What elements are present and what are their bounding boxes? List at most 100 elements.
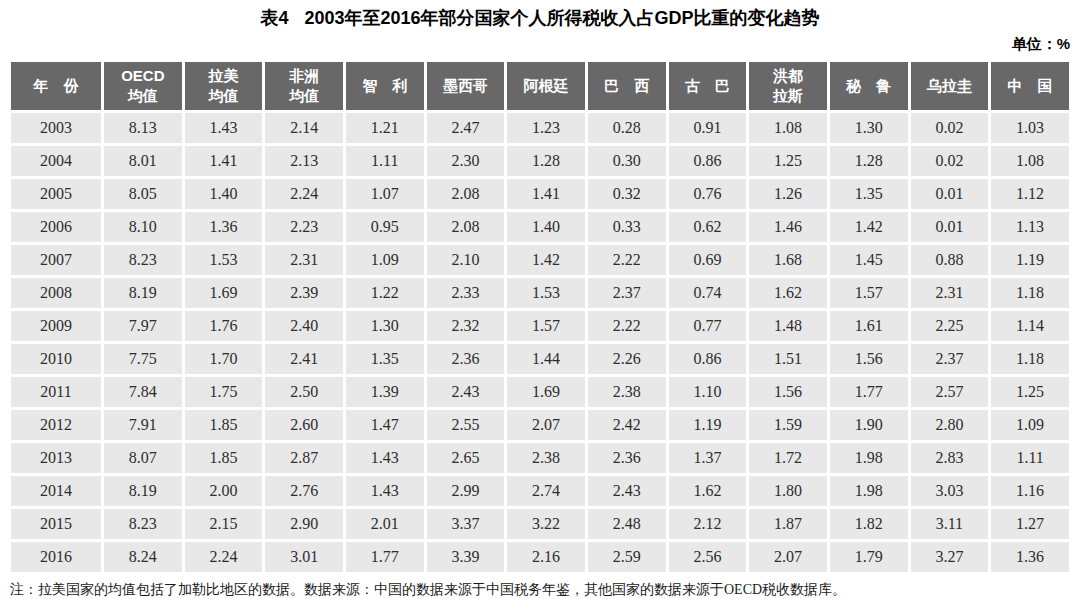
value-cell: 3.27 — [909, 541, 990, 574]
header-row: 年 份OECD 均值拉美 均值非洲 均值智 利墨西哥阿根廷巴 西古 巴洪都 拉斯… — [10, 61, 1071, 112]
value-cell: 2.08 — [425, 178, 506, 211]
page: 表42003年至2016年部分国家个人所得税收入占GDP比重的变化趋势 单位：%… — [0, 0, 1080, 599]
value-cell: 2.80 — [909, 409, 990, 442]
value-cell: 2.24 — [264, 178, 345, 211]
value-cell: 3.22 — [506, 508, 587, 541]
value-cell: 0.33 — [586, 211, 667, 244]
value-cell: 2.22 — [586, 310, 667, 343]
column-header: 阿根廷 — [506, 61, 587, 112]
value-cell: 1.08 — [748, 112, 829, 145]
year-cell: 2006 — [10, 211, 103, 244]
value-cell: 2.74 — [506, 475, 587, 508]
value-cell: 1.57 — [828, 277, 909, 310]
value-cell: 2.30 — [425, 145, 506, 178]
value-cell: 1.30 — [344, 310, 425, 343]
value-cell: 1.90 — [828, 409, 909, 442]
value-cell: 7.97 — [103, 310, 184, 343]
value-cell: 7.75 — [103, 343, 184, 376]
value-cell: 2.48 — [586, 508, 667, 541]
value-cell: 8.13 — [103, 112, 184, 145]
value-cell: 1.21 — [344, 112, 425, 145]
value-cell: 3.03 — [909, 475, 990, 508]
value-cell: 1.25 — [748, 145, 829, 178]
table-body: 20038.131.432.141.212.471.230.280.911.08… — [10, 112, 1071, 574]
table-row: 20168.242.243.011.773.392.162.592.562.07… — [10, 541, 1071, 574]
value-cell: 2.43 — [586, 475, 667, 508]
value-cell: 1.79 — [828, 541, 909, 574]
value-cell: 1.41 — [506, 178, 587, 211]
value-cell: 8.19 — [103, 475, 184, 508]
value-cell: 0.02 — [909, 112, 990, 145]
value-cell: 2.24 — [183, 541, 264, 574]
value-cell: 1.51 — [748, 343, 829, 376]
year-cell: 2011 — [10, 376, 103, 409]
value-cell: 1.47 — [344, 409, 425, 442]
value-cell: 2.59 — [586, 541, 667, 574]
year-cell: 2009 — [10, 310, 103, 343]
value-cell: 1.82 — [828, 508, 909, 541]
value-cell: 1.48 — [748, 310, 829, 343]
value-cell: 0.76 — [667, 178, 748, 211]
value-cell: 1.40 — [183, 178, 264, 211]
value-cell: 1.45 — [828, 244, 909, 277]
value-cell: 1.75 — [183, 376, 264, 409]
value-cell: 0.01 — [909, 211, 990, 244]
column-header: 秘 鲁 — [828, 61, 909, 112]
value-cell: 0.95 — [344, 211, 425, 244]
value-cell: 1.77 — [828, 376, 909, 409]
column-header: 墨西哥 — [425, 61, 506, 112]
value-cell: 1.28 — [828, 145, 909, 178]
value-cell: 8.24 — [103, 541, 184, 574]
table-row: 20158.232.152.902.013.373.222.482.121.87… — [10, 508, 1071, 541]
value-cell: 2.39 — [264, 277, 345, 310]
unit-label: 单位：% — [0, 30, 1080, 59]
value-cell: 8.19 — [103, 277, 184, 310]
value-cell: 1.43 — [344, 475, 425, 508]
table-row: 20127.911.852.601.472.552.072.421.191.59… — [10, 409, 1071, 442]
footnote: 注：拉美国家的均值包括了加勒比地区的数据。数据来源：中国的数据来源于中国税务年鉴… — [10, 581, 1070, 599]
year-cell: 2013 — [10, 442, 103, 475]
value-cell: 2.36 — [425, 343, 506, 376]
value-cell: 1.98 — [828, 442, 909, 475]
value-cell: 8.07 — [103, 442, 184, 475]
value-cell: 1.37 — [667, 442, 748, 475]
value-cell: 1.98 — [828, 475, 909, 508]
value-cell: 2.99 — [425, 475, 506, 508]
value-cell: 1.16 — [990, 475, 1071, 508]
value-cell: 3.01 — [264, 541, 345, 574]
table-row: 20107.751.702.411.352.361.442.260.861.51… — [10, 343, 1071, 376]
value-cell: 0.02 — [909, 145, 990, 178]
table-row: 20078.231.532.311.092.101.422.220.691.68… — [10, 244, 1071, 277]
value-cell: 2.07 — [748, 541, 829, 574]
value-cell: 2.38 — [506, 442, 587, 475]
value-cell: 2.60 — [264, 409, 345, 442]
value-cell: 8.01 — [103, 145, 184, 178]
table-row: 20117.841.752.501.392.431.692.381.101.56… — [10, 376, 1071, 409]
value-cell: 2.87 — [264, 442, 345, 475]
value-cell: 1.22 — [344, 277, 425, 310]
value-cell: 8.10 — [103, 211, 184, 244]
value-cell: 2.31 — [264, 244, 345, 277]
value-cell: 2.50 — [264, 376, 345, 409]
value-cell: 1.44 — [506, 343, 587, 376]
year-cell: 2004 — [10, 145, 103, 178]
year-cell: 2014 — [10, 475, 103, 508]
value-cell: 0.88 — [909, 244, 990, 277]
table-header: 年 份OECD 均值拉美 均值非洲 均值智 利墨西哥阿根廷巴 西古 巴洪都 拉斯… — [10, 61, 1071, 112]
year-cell: 2010 — [10, 343, 103, 376]
column-header: 拉美 均值 — [183, 61, 264, 112]
value-cell: 0.91 — [667, 112, 748, 145]
value-cell: 1.61 — [828, 310, 909, 343]
column-header: 非洲 均值 — [264, 61, 345, 112]
value-cell: 2.32 — [425, 310, 506, 343]
table-row: 20148.192.002.761.432.992.742.431.621.80… — [10, 475, 1071, 508]
value-cell: 8.23 — [103, 508, 184, 541]
value-cell: 2.38 — [586, 376, 667, 409]
value-cell: 1.35 — [344, 343, 425, 376]
value-cell: 1.76 — [183, 310, 264, 343]
value-cell: 2.33 — [425, 277, 506, 310]
value-cell: 1.36 — [990, 541, 1071, 574]
value-cell: 1.80 — [748, 475, 829, 508]
value-cell: 0.30 — [586, 145, 667, 178]
value-cell: 8.23 — [103, 244, 184, 277]
